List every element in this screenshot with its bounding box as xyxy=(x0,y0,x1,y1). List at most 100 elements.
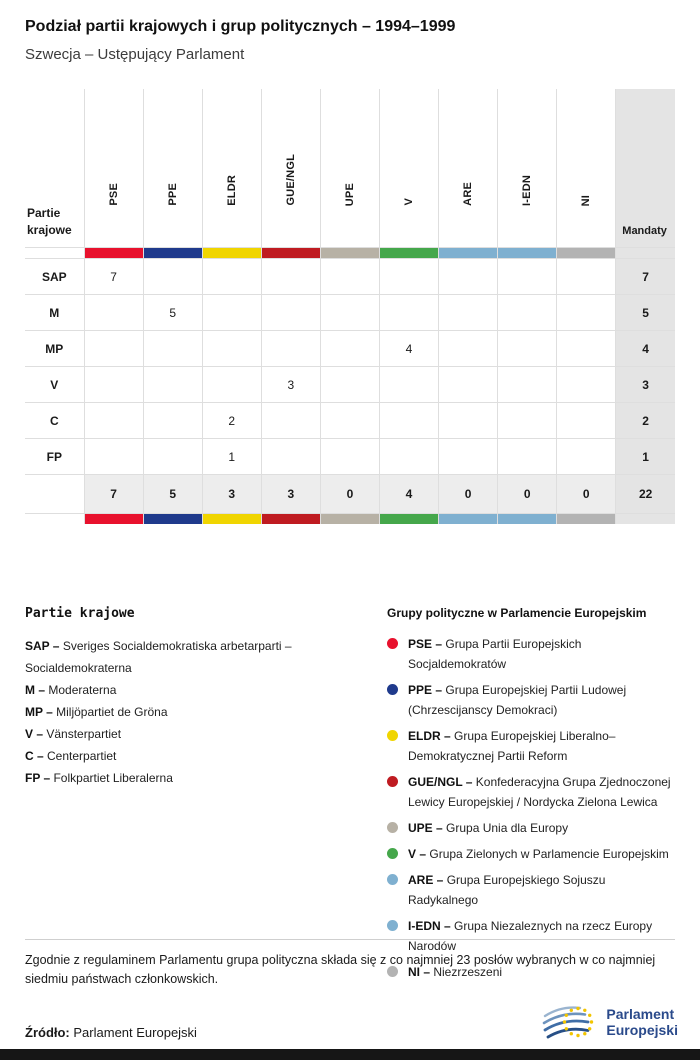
legend-group-item: I-EDN – Grupa Niezaleznych na rzecz Euro… xyxy=(387,916,675,956)
column-total: 3 xyxy=(201,474,262,514)
color-band-eldr xyxy=(201,513,262,524)
ppe-color-dot-icon xyxy=(387,684,398,695)
source-line: Źródło: Parlament Europejski xyxy=(25,1025,197,1046)
source-value: Parlament Europejski xyxy=(73,1025,197,1040)
row-total: 5 xyxy=(615,294,675,331)
legend-group-item: PPE – Grupa Europejskiej Partii Ludowej … xyxy=(387,680,675,720)
table-row: FP 1 1 xyxy=(25,438,675,475)
color-band-row xyxy=(25,247,675,259)
table-row: SAP 7 7 xyxy=(25,258,675,295)
legend-party-item: FP – Folkpartiet Liberalerna xyxy=(25,771,173,785)
seat-cell xyxy=(378,294,440,331)
legend-party-item: MP – Miljöpartiet de Gröna xyxy=(25,705,168,719)
seat-cell xyxy=(438,366,499,403)
seat-cell xyxy=(142,258,203,295)
footnote-block: Zgodnie z regulaminem Parlamentu grupa p… xyxy=(25,939,675,989)
legend-group-item: ELDR – Grupa Europejskiej Liberalno–Demo… xyxy=(387,726,675,766)
page-subtitle: Szwecja – Ustępujący Parlament xyxy=(25,46,245,63)
seat-cell xyxy=(319,294,380,331)
column-header-are: ARE xyxy=(438,89,499,248)
color-band-ppe xyxy=(142,513,203,524)
seat-cell xyxy=(497,294,558,331)
table-row: MP 4 4 xyxy=(25,330,675,367)
column-header-eldr: ELDR xyxy=(201,89,262,248)
eldr-color-dot-icon xyxy=(387,730,398,741)
color-band-i-edn xyxy=(497,513,558,524)
color-band-v xyxy=(378,247,440,259)
seat-cell xyxy=(497,330,558,367)
legend-parties-title: Partie krajowe xyxy=(25,606,135,621)
seat-cell xyxy=(378,438,440,475)
page-title: Podział partii krajowych i grup politycz… xyxy=(25,18,456,35)
logo-text: Parlament Europejski xyxy=(606,1006,678,1038)
seat-cell: 5 xyxy=(142,294,203,331)
color-band-upe xyxy=(319,247,380,259)
eu-stars-icon xyxy=(543,1006,594,1039)
seat-cell xyxy=(497,366,558,403)
legend-groups-title: Grupy polityczne w Parlamencie Europejsk… xyxy=(387,606,647,620)
color-band-v xyxy=(378,513,440,524)
color-band-pse xyxy=(83,513,144,524)
grand-total: 22 xyxy=(615,474,675,514)
color-band-ppe xyxy=(142,247,203,259)
seat-cell xyxy=(438,402,499,439)
seat-cell xyxy=(438,294,499,331)
row-total: 4 xyxy=(615,330,675,367)
color-band-gue-ngl xyxy=(260,247,321,259)
color-band-mandaty xyxy=(615,247,675,259)
seat-cell xyxy=(83,294,144,331)
legend-party-item: SAP – Sveriges Socialdemokratiska arbeta… xyxy=(25,639,292,675)
gue-ngl-color-dot-icon xyxy=(387,776,398,787)
logo-text-line2: Europejski xyxy=(606,1022,678,1038)
bottom-row: Źródło: Parlament Europejski Parlament E… xyxy=(25,996,678,1046)
column-header-upe: UPE xyxy=(319,89,380,248)
seat-cell xyxy=(438,330,499,367)
party-label: FP xyxy=(25,438,85,475)
color-band-eldr xyxy=(201,247,262,259)
seats-table-head: Partie krajowe PSE PPE ELDR GUE/NGL UPE V ARE I-E… xyxy=(25,89,675,259)
logo-text-line1: Parlament xyxy=(606,1006,675,1022)
seat-cell xyxy=(260,438,321,475)
pse-color-dot-icon xyxy=(387,638,398,649)
row-header-label: Partie krajowe xyxy=(25,89,85,248)
column-total: 0 xyxy=(556,474,617,514)
column-total: 5 xyxy=(142,474,203,514)
row-total: 7 xyxy=(615,258,675,295)
seat-cell xyxy=(142,402,203,439)
color-band-upe xyxy=(319,513,380,524)
row-total: 1 xyxy=(615,438,675,475)
seat-cell xyxy=(319,402,380,439)
seat-cell xyxy=(319,438,380,475)
seat-cell xyxy=(319,366,380,403)
party-label: SAP xyxy=(25,258,85,295)
bottom-bar xyxy=(0,1049,700,1060)
seat-cell: 7 xyxy=(83,258,144,295)
seat-cell xyxy=(260,258,321,295)
column-total: 3 xyxy=(260,474,321,514)
column-header-i-edn: I-EDN xyxy=(497,89,558,248)
seat-cell xyxy=(142,330,203,367)
party-label: V xyxy=(25,366,85,403)
upe-color-dot-icon xyxy=(387,822,398,833)
seat-cell xyxy=(378,402,440,439)
legends: Partie krajowe SAP – Sveriges Socialdemo… xyxy=(25,606,675,988)
ni-color-dot-icon xyxy=(387,966,398,977)
color-band-are xyxy=(438,513,499,524)
column-header-v: V xyxy=(378,89,440,248)
seat-cell xyxy=(201,294,262,331)
column-total: 7 xyxy=(83,474,144,514)
column-header-ppe: PPE xyxy=(142,89,203,248)
party-label: MP xyxy=(25,330,85,367)
i-edn-color-dot-icon xyxy=(387,920,398,931)
seat-cell: 3 xyxy=(260,366,321,403)
row-total: 3 xyxy=(615,366,675,403)
seat-cell xyxy=(260,402,321,439)
legend-group-item: V – Grupa Zielonych w Parlamencie Europe… xyxy=(387,844,675,864)
seat-cell xyxy=(83,402,144,439)
footnote-text: Zgodnie z regulaminem Parlamentu grupa p… xyxy=(25,953,656,986)
band-spacer xyxy=(25,247,85,259)
seat-cell xyxy=(556,438,617,475)
column-total: 0 xyxy=(438,474,499,514)
seat-cell xyxy=(378,258,440,295)
column-header-mandaty: Mandaty xyxy=(615,89,675,248)
